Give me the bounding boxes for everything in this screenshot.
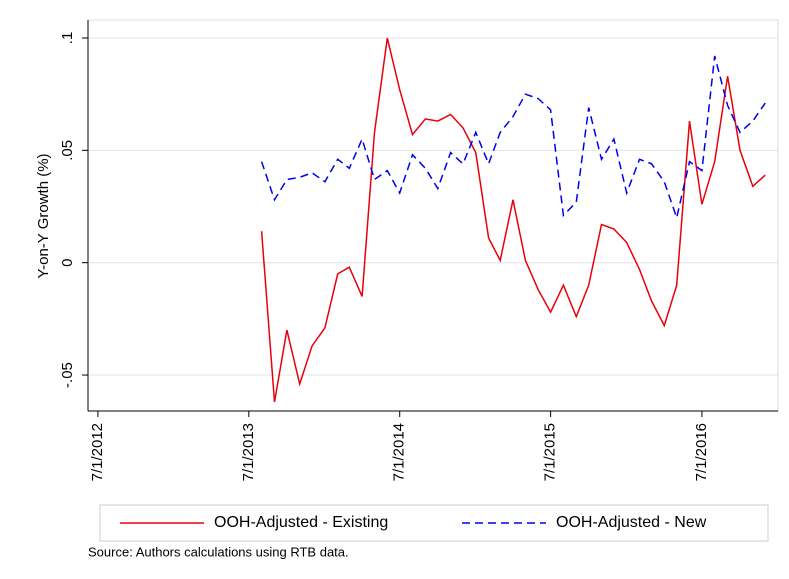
y-tick-label: .05 <box>59 140 76 161</box>
x-tick-label: 7/1/2016 <box>693 423 710 481</box>
legend-label: OOH-Adjusted - New <box>556 514 707 531</box>
y-tick-label: 0 <box>59 259 76 267</box>
y-tick-label: .1 <box>59 32 76 45</box>
y-tick-label: -.05 <box>59 362 76 388</box>
source-note: Source: Authors calculations using RTB d… <box>88 544 349 559</box>
x-tick-label: 7/1/2014 <box>391 423 408 481</box>
x-tick-label: 7/1/2015 <box>542 423 559 481</box>
plot-area <box>87 19 779 412</box>
legend-label: OOH-Adjusted - Existing <box>214 514 388 531</box>
x-tick-label: 7/1/2012 <box>89 423 106 481</box>
y-axis-title: Y-on-Y Growth (%) <box>35 153 52 278</box>
x-tick-label: 7/1/2013 <box>240 423 257 481</box>
series-line <box>260 37 766 403</box>
legend-box <box>99 504 769 542</box>
series-line <box>260 55 766 221</box>
